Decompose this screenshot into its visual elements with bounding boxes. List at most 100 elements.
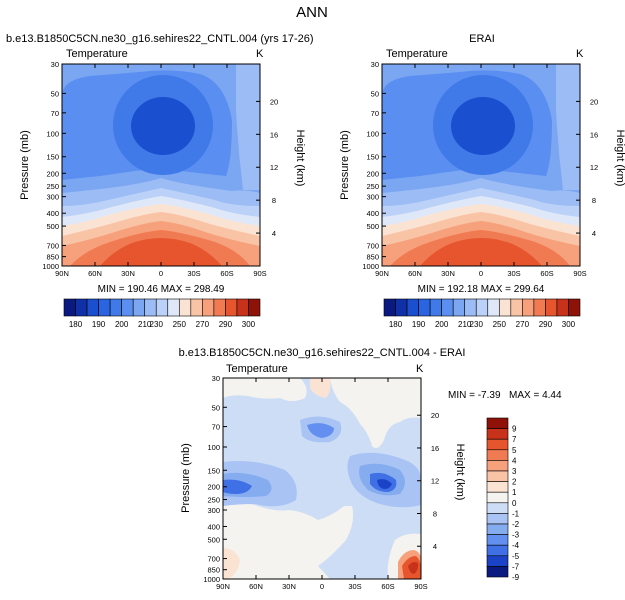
ytick-label: 70: [212, 423, 220, 432]
ytick-label: 250: [207, 496, 220, 505]
colorbar-swatch: [568, 298, 581, 317]
xtick-label: 90N: [55, 269, 69, 278]
xtick-label: 0: [159, 269, 163, 278]
xtick-label: 90S: [414, 582, 427, 591]
ytick-label: 500: [366, 222, 379, 231]
ytick-label: 250: [366, 182, 379, 191]
ytick-label: 150: [207, 466, 220, 475]
rtick-label: 20: [270, 97, 278, 106]
ytick-label: 700: [207, 555, 220, 564]
colorbar-label: 200: [435, 320, 449, 329]
ytick-label: 700: [366, 241, 379, 250]
colorbar-swatch: [452, 298, 466, 317]
colorbar-label: 270: [516, 320, 530, 329]
colorbar-swatch: [225, 298, 238, 317]
colorbar-swatch: [486, 417, 509, 429]
ytick-label: 100: [207, 443, 220, 452]
colorbar-label: 230: [470, 320, 484, 329]
xtick-label: 30N: [282, 582, 296, 591]
rtick-label: 8: [272, 196, 276, 205]
colorbar-swatch: [487, 298, 500, 317]
colorbar-label: 290: [219, 320, 233, 329]
panel-model-subtitle-left: Temperature: [66, 48, 128, 60]
rtick-label: 20: [431, 411, 439, 420]
colorbar-label: -1: [512, 509, 520, 518]
xtick-label: 60S: [540, 269, 553, 278]
colorbar-swatch: [109, 298, 122, 317]
colorbar-label: 190: [92, 320, 106, 329]
rtick-label: 16: [590, 130, 598, 139]
panel-model-ylabel-right: Height (km): [294, 130, 306, 187]
colorbar-swatch: [486, 566, 509, 578]
colorbar-swatch: [441, 298, 454, 317]
ytick-label: 150: [366, 153, 379, 162]
ytick-label: 70: [371, 109, 379, 118]
colorbar-label: 250: [493, 320, 507, 329]
rtick-label: 8: [433, 509, 437, 518]
colorbar-swatch: [486, 513, 509, 525]
ytick-label: 30: [371, 60, 379, 69]
colorbar-label: 190: [412, 320, 426, 329]
colorbar-swatch: [486, 428, 509, 440]
colorbar-swatch: [486, 449, 509, 461]
ytick-label: 500: [46, 222, 59, 231]
colorbar-swatch: [486, 502, 509, 514]
ytick-label: 850: [46, 253, 59, 262]
colorbar-swatch: [522, 298, 535, 317]
colorbar-label: 180: [69, 320, 83, 329]
rtick-label: 16: [431, 444, 439, 453]
xtick-label: 30N: [441, 269, 455, 278]
xtick-label: 30S: [507, 269, 520, 278]
xtick-label: 90N: [375, 269, 389, 278]
colorbar-label: 7: [512, 435, 517, 444]
rtick-label: 12: [270, 163, 278, 172]
rtick-label: 12: [431, 477, 439, 486]
colorbar-label: -9: [512, 573, 520, 582]
colorbar-swatch: [178, 298, 192, 317]
panel-model-subtitle-right: K: [256, 48, 264, 60]
page-title: ANN: [296, 4, 328, 21]
colorbar-label: -2: [512, 520, 520, 529]
colorbar-swatch: [248, 298, 261, 317]
colorbar-swatch: [486, 491, 509, 504]
panel-diff: b.e13.B1850C5CN.ne30_g16.sehires22_CNTL.…: [179, 347, 562, 591]
colorbar-label: -4: [512, 541, 520, 550]
ytick-label: 500: [207, 535, 220, 544]
colorbar-swatch: [475, 298, 489, 317]
xtick-label: 90N: [216, 582, 230, 591]
ytick-label: 300: [366, 193, 379, 202]
colorbar-swatch: [383, 298, 396, 317]
colorbar-swatch: [486, 460, 509, 472]
ytick-label: 100: [46, 129, 59, 138]
xtick-label: 30S: [348, 582, 361, 591]
colorbar-label: 9: [512, 425, 517, 434]
rtick-label: 12: [590, 163, 598, 172]
xtick-label: 60S: [381, 582, 394, 591]
panel-model-stats: MIN = 190.46 MAX = 298.49: [98, 284, 225, 295]
colorbar-label: 0: [512, 499, 517, 508]
colorbar-swatch: [155, 298, 169, 317]
rtick-label: 4: [272, 229, 276, 238]
ytick-label: 1000: [362, 262, 379, 271]
colorbar-swatch: [510, 298, 523, 317]
panel-diff-colorbar: 97 54 3 21 0-1 -2 -3-4 -5-7 -9: [486, 417, 520, 582]
colorbar-swatch: [86, 298, 99, 317]
colorbar-label: 300: [242, 320, 256, 329]
colorbar-label: 230: [150, 320, 164, 329]
xtick-label: 0: [320, 582, 324, 591]
ytick-label: 150: [46, 153, 59, 162]
panel-diff-ylabel-right: Height (km): [454, 444, 466, 501]
ytick-label: 700: [46, 241, 59, 250]
ytick-label: 30: [212, 374, 220, 383]
colorbar-swatch: [429, 298, 442, 317]
colorbar-swatch: [167, 298, 180, 317]
ytick-label: 400: [46, 209, 59, 218]
xtick-label: 90S: [573, 269, 586, 278]
colorbar-swatch: [486, 544, 509, 557]
colorbar-swatch: [132, 298, 146, 317]
panel-diff-stats-min: MIN = -7.39: [448, 390, 501, 401]
colorbar-swatch: [486, 470, 509, 482]
rtick-label: 4: [433, 542, 437, 551]
